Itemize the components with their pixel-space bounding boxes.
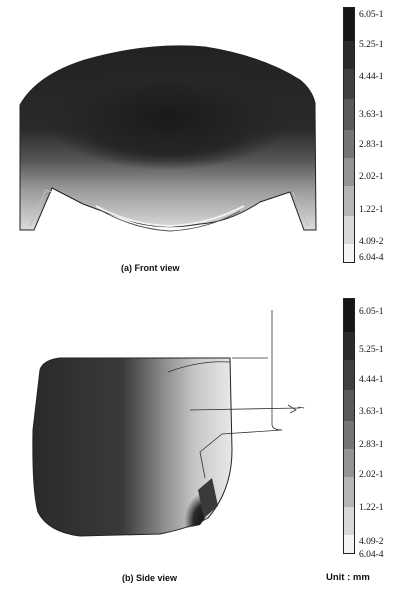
side-view-plot [32, 310, 305, 537]
front-legend-tick: 6.04-4 [359, 253, 384, 263]
side-view-wireframe [167, 310, 305, 479]
front-colorbar-band [344, 185, 354, 217]
side-view-part [32, 357, 233, 537]
front-colorbar-band [344, 8, 354, 42]
side-colorbar-band [344, 390, 354, 421]
side-colorbar-band [344, 476, 354, 508]
front-view-caption: (a) Front view [121, 263, 180, 273]
front-legend-tick: 4.44-1 [359, 72, 384, 82]
front-view-plot [19, 45, 317, 232]
side-colorbar-band [344, 507, 354, 536]
front-colorbar-band [344, 216, 354, 245]
front-legend-tick: 2.02-1 [359, 172, 384, 182]
front-legend-tick: 6.05-1 [359, 10, 384, 20]
front-colorbar-band [344, 129, 354, 158]
side-legend-tick: 4.44-1 [359, 375, 384, 385]
front-legend-colorbar [343, 7, 355, 263]
front-legend-tick: 1.22-1 [359, 205, 384, 215]
front-colorbar-band [344, 157, 354, 186]
side-legend-tick: 6.05-1 [359, 307, 384, 317]
front-legend-tick: 2.83-1 [359, 140, 384, 150]
side-legend-colorbar [343, 298, 355, 554]
side-colorbar-band [344, 359, 354, 391]
side-colorbar-band [344, 420, 354, 449]
side-legend-tick: 1.22-1 [359, 503, 384, 513]
side-legend-tick: 5.25-1 [359, 345, 384, 355]
side-legend-tick: 6.04-4 [359, 550, 384, 560]
front-colorbar-band [344, 244, 354, 262]
side-colorbar-band [344, 332, 354, 360]
side-colorbar-band [344, 448, 354, 477]
side-legend-tick: 4.09-2 [359, 537, 384, 547]
front-colorbar-band [344, 99, 354, 130]
front-colorbar-band [344, 68, 354, 100]
front-colorbar-band [344, 41, 354, 69]
side-legend-tick: 2.83-1 [359, 440, 384, 450]
side-view-caption: (b) Side view [122, 573, 178, 583]
front-legend-tick: 3.63-1 [359, 110, 384, 120]
side-legend-tick: 3.63-1 [359, 407, 384, 417]
front-legend-tick: 5.25-1 [359, 40, 384, 50]
side-legend-tick: 2.02-1 [359, 470, 384, 480]
unit-label: Unit : mm [326, 572, 370, 583]
front-view-part [19, 45, 317, 232]
side-colorbar-band [344, 535, 354, 553]
side-colorbar-band [344, 299, 354, 333]
front-legend-tick: 4.09-2 [359, 237, 384, 247]
